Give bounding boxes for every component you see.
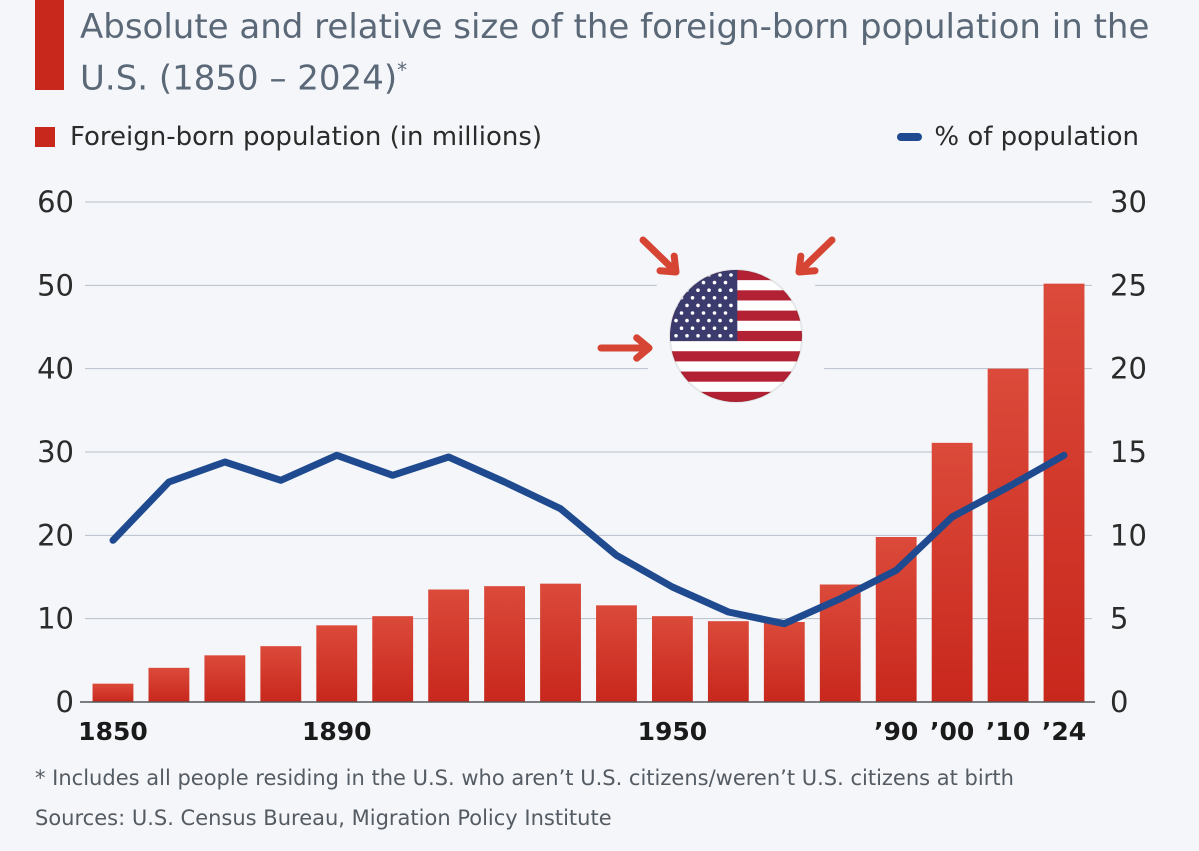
- legend-bar-swatch: [35, 127, 55, 147]
- footnote: * Includes all people residing in the U.…: [35, 766, 1014, 790]
- bar: [484, 586, 526, 702]
- title-accent-bar: [35, 0, 64, 90]
- x-tick-label: ’90: [874, 717, 918, 746]
- bar: [204, 655, 246, 702]
- bar: [987, 368, 1029, 702]
- x-tick-label: ’24: [1042, 717, 1086, 746]
- bar: [148, 667, 190, 702]
- x-tick-label: 1950: [638, 717, 708, 746]
- y-left-tick-label: 60: [37, 185, 74, 219]
- x-tick-label: ’00: [930, 717, 974, 746]
- legend-bar-label: Foreign-born population (in millions): [70, 122, 543, 152]
- y-right-tick-label: 25: [1110, 268, 1147, 302]
- chart-title: Absolute and relative size of the foreig…: [80, 7, 1150, 99]
- y-right-tick-label: 0: [1110, 685, 1128, 719]
- us-flag-icon: [642, 242, 830, 430]
- y-left-tick-label: 0: [56, 685, 74, 719]
- legend-line-label: % of population: [934, 122, 1139, 152]
- y-right-tick-label: 5: [1110, 602, 1128, 636]
- bar: [707, 621, 749, 702]
- y-right-tick-label: 15: [1110, 435, 1147, 469]
- bar: [931, 442, 973, 702]
- bar: [540, 583, 581, 702]
- y-left-tick-label: 20: [37, 518, 74, 552]
- legend-line-swatch: [897, 133, 923, 141]
- y-right-tick-label: 10: [1110, 518, 1147, 552]
- arrow-icon: [597, 334, 653, 362]
- y-left-tick-label: 40: [37, 352, 74, 386]
- bar: [316, 625, 358, 702]
- bar: [651, 616, 693, 702]
- bar: [260, 646, 302, 702]
- y-right-tick-label: 20: [1110, 352, 1147, 386]
- x-tick-label: ’10: [986, 717, 1030, 746]
- bar: [875, 537, 917, 702]
- legend-item-bars: Foreign-born population (in millions): [35, 122, 542, 152]
- x-tick-label: 1890: [302, 717, 372, 746]
- bar: [596, 605, 637, 702]
- y-left-tick-label: 30: [37, 435, 74, 469]
- y-right-tick-label: 30: [1110, 185, 1147, 219]
- percent-line: [109, 451, 1068, 628]
- arrow-icon: [795, 236, 836, 276]
- bar: [428, 589, 470, 702]
- x-tick-label: 1850: [78, 717, 148, 746]
- arrow-icon: [639, 236, 680, 276]
- bar: [372, 616, 414, 702]
- bar: [763, 622, 805, 702]
- y-left-tick-label: 50: [37, 268, 74, 302]
- y-left-tick-label: 10: [37, 602, 74, 636]
- bar: [92, 683, 134, 702]
- sources-note: Sources: U.S. Census Bureau, Migration P…: [35, 806, 612, 830]
- title-asterisk: *: [397, 58, 408, 82]
- bar: [1043, 283, 1085, 702]
- legend-item-line: % of population: [897, 122, 1139, 152]
